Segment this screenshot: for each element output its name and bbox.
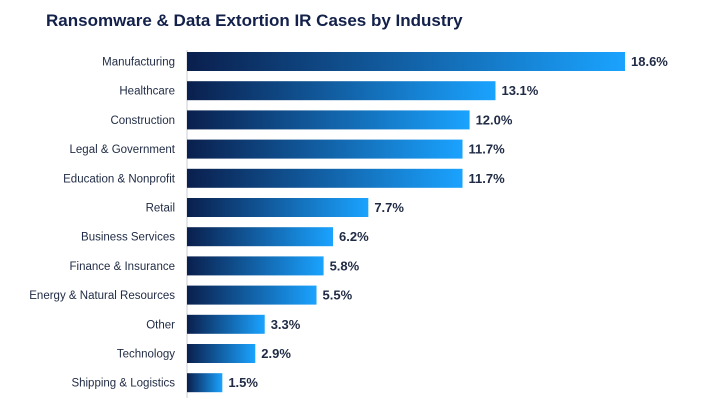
category-label: Business Services	[81, 232, 175, 244]
value-label: 6.2%	[339, 229, 369, 244]
bar	[187, 139, 463, 159]
category-label: Legal & Government	[70, 144, 176, 156]
chart-title: Ransomware & Data Extortion IR Cases by …	[46, 11, 463, 30]
bars-group: Manufacturing 18.6% Healthcare 13.1% Constru…	[29, 52, 668, 393]
bar	[187, 285, 317, 305]
bar	[187, 110, 470, 130]
bar	[187, 168, 463, 188]
value-label: 1.5%	[228, 375, 258, 390]
bar	[187, 314, 265, 334]
value-label: 18.6%	[631, 54, 668, 69]
value-label: 13.1%	[501, 83, 538, 98]
bar	[187, 52, 625, 71]
category-label: Education & Nonprofit	[63, 173, 176, 185]
category-label: Technology	[117, 349, 175, 361]
category-label: Energy & Natural Resources	[29, 290, 175, 302]
value-label: 7.7%	[374, 200, 404, 215]
bar	[187, 81, 496, 101]
value-label: 3.3%	[271, 317, 301, 332]
value-label: 12.0%	[476, 112, 513, 127]
bar	[187, 344, 256, 363]
category-label: Retail	[146, 203, 175, 215]
category-label: Manufacturing	[102, 57, 175, 69]
value-label: 11.7%	[469, 142, 506, 157]
bar	[187, 198, 369, 217]
category-label: Shipping & Logistics	[71, 378, 175, 390]
category-label: Construction	[110, 115, 175, 127]
bar	[187, 373, 223, 393]
value-label: 2.9%	[261, 346, 291, 361]
bar	[187, 256, 324, 276]
category-label: Healthcare	[119, 86, 175, 98]
bar	[187, 227, 333, 247]
value-label: 11.7%	[469, 171, 506, 186]
category-label: Finance & Insurance	[70, 261, 175, 273]
value-label: 5.8%	[330, 258, 360, 273]
value-label: 5.5%	[323, 288, 353, 303]
category-label: Other	[146, 319, 175, 331]
